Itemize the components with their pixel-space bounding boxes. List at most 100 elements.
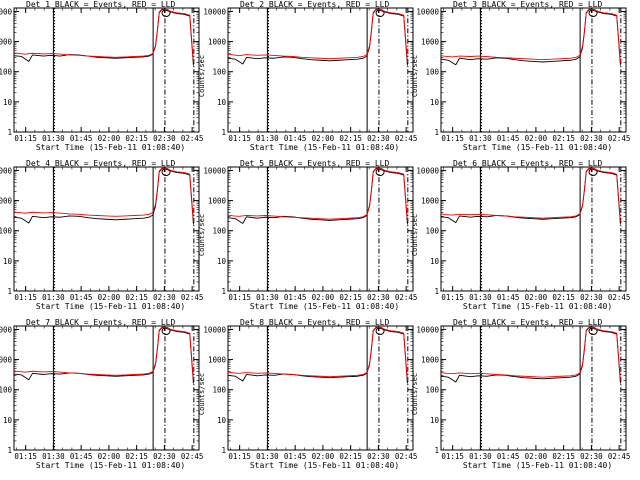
x-tick-label: 02:15: [339, 452, 362, 461]
x-tick-label: 02:15: [125, 452, 148, 461]
x-tick-label: 02:45: [608, 452, 631, 461]
y-tick-label: 1: [434, 446, 439, 455]
x-tick-label: 02:45: [395, 293, 418, 302]
events-series-line: [440, 9, 621, 66]
x-tick-label: 02:00: [312, 134, 335, 143]
plot-frame: [440, 166, 627, 292]
y-tick-label: 10000: [203, 166, 226, 175]
x-tick-label: 01:15: [228, 134, 251, 143]
panel-title: Det 6 BLACK = Events, RED = LLD: [453, 159, 602, 168]
plot-frame: [13, 325, 200, 451]
x-tick-label: 02:45: [395, 452, 418, 461]
x-tick-label: 02:45: [608, 134, 631, 143]
detector-panel: Det 6 BLACK = Events, RED = LLD 1 10 100 100…: [411, 159, 630, 311]
plot-frame: [227, 325, 414, 451]
plot-frame: [227, 7, 414, 133]
y-tick-label: 1: [221, 287, 226, 296]
x-tick-label: 02:30: [580, 452, 603, 461]
y-tick-label: 1000: [0, 38, 12, 47]
x-tick-label: 01:15: [441, 293, 464, 302]
x-tick-label: 01:30: [42, 293, 65, 302]
y-tick-label: 1000: [0, 356, 12, 365]
x-tick-label: 01:45: [70, 293, 93, 302]
y-tick-label: 100: [425, 227, 439, 236]
y-tick-label: 1: [434, 128, 439, 137]
events-series-line: [13, 9, 194, 66]
x-axis-label: Start Time (15-Feb-11 01:08:40): [250, 143, 399, 152]
plot-frame: [227, 166, 414, 292]
y-tick-label: 1: [7, 446, 12, 455]
panel-title: Det 3 BLACK = Events, RED = LLD: [453, 0, 602, 9]
x-tick-label: 02:30: [367, 293, 390, 302]
y-tick-label: 10: [430, 416, 440, 425]
y-axis-label: Counts/sec: [198, 373, 206, 415]
y-axis-label: Counts/sec: [411, 214, 419, 256]
y-tick-label: 100: [0, 227, 12, 236]
x-tick-label: 02:45: [181, 134, 204, 143]
x-tick-label: 02:15: [552, 452, 575, 461]
y-tick-label: 100: [212, 68, 226, 77]
detector-panel: Det 9 BLACK = Events, RED = LLD 1 10 100 100…: [411, 318, 630, 470]
lld-series-line: [13, 167, 194, 222]
x-tick-label: 02:30: [153, 452, 176, 461]
panel-title: Det 7 BLACK = Events, RED = LLD: [26, 318, 175, 327]
events-series-line: [13, 327, 194, 384]
y-tick-label: 1000: [208, 38, 227, 47]
panel-title: Det 9 BLACK = Events, RED = LLD: [453, 318, 602, 327]
y-tick-label: 10000: [0, 325, 12, 334]
plot-frame: [440, 7, 627, 133]
x-tick-label: 01:45: [70, 452, 93, 461]
x-tick-label: 02:00: [525, 452, 548, 461]
y-tick-label: 10: [3, 416, 13, 425]
events-series-line: [440, 168, 621, 225]
x-tick-label: 02:30: [580, 134, 603, 143]
x-axis-label: Start Time (15-Feb-11 01:08:40): [250, 302, 399, 311]
lld-series-line: [440, 167, 621, 222]
y-tick-label: 1: [221, 128, 226, 137]
x-axis-label: Start Time (15-Feb-11 01:08:40): [250, 461, 399, 470]
x-tick-label: 01:15: [14, 134, 37, 143]
y-tick-label: 1: [7, 287, 12, 296]
y-tick-label: 10000: [203, 7, 226, 16]
x-tick-label: 02:45: [608, 293, 631, 302]
x-tick-label: 01:30: [256, 452, 279, 461]
panel-title: Det 8 BLACK = Events, RED = LLD: [240, 318, 389, 327]
x-tick-label: 02:00: [312, 293, 335, 302]
x-tick-label: 02:30: [367, 452, 390, 461]
x-tick-label: 01:45: [497, 293, 520, 302]
y-tick-label: 10000: [203, 325, 226, 334]
x-axis-label: Start Time (15-Feb-11 01:08:40): [36, 143, 185, 152]
y-tick-label: 10: [217, 257, 227, 266]
x-tick-label: 01:45: [284, 134, 307, 143]
x-axis-label: Start Time (15-Feb-11 01:08:40): [463, 461, 612, 470]
y-tick-label: 1000: [421, 356, 440, 365]
lld-series-line: [440, 326, 621, 381]
y-tick-label: 1000: [421, 197, 440, 206]
y-tick-label: 10: [3, 98, 13, 107]
plot-frame: [13, 7, 200, 133]
detector-panel: Det 4 BLACK = Events, RED = LLD 1 10 100 100…: [0, 159, 203, 311]
x-axis-label: Start Time (15-Feb-11 01:08:40): [36, 302, 185, 311]
x-tick-label: 02:15: [339, 134, 362, 143]
plot-frame: [13, 166, 200, 292]
x-tick-label: 02:15: [552, 134, 575, 143]
y-tick-label: 10000: [0, 7, 12, 16]
x-tick-label: 01:15: [14, 293, 37, 302]
y-tick-label: 10: [430, 98, 440, 107]
y-tick-label: 1: [7, 128, 12, 137]
y-tick-label: 10: [217, 98, 227, 107]
x-tick-label: 02:30: [153, 293, 176, 302]
y-tick-label: 100: [0, 386, 12, 395]
x-tick-label: 01:30: [42, 452, 65, 461]
y-tick-label: 100: [212, 386, 226, 395]
x-tick-label: 01:45: [497, 134, 520, 143]
detector-panel: Det 3 BLACK = Events, RED = LLD 1 10 100 100…: [411, 0, 630, 152]
y-tick-label: 100: [212, 227, 226, 236]
panel-title: Det 4 BLACK = Events, RED = LLD: [26, 159, 175, 168]
y-tick-label: 1000: [208, 356, 227, 365]
x-tick-label: 02:45: [181, 293, 204, 302]
y-tick-label: 10000: [416, 166, 439, 175]
lld-series-line: [227, 8, 408, 63]
detector-panel: Det 1 BLACK = Events, RED = LLD 1 10 100 100…: [0, 0, 203, 152]
